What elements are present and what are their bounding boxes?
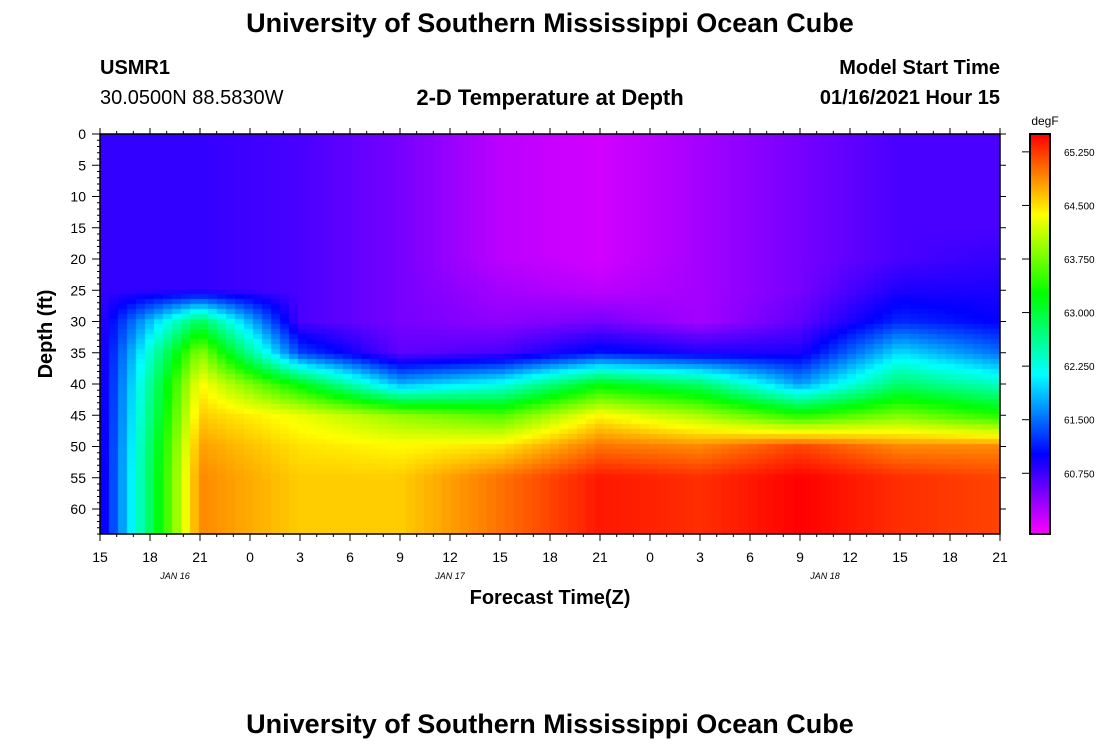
y-tick-label: 40 (70, 376, 86, 392)
y-tick-label: 15 (70, 220, 86, 236)
y-tick-label: 55 (70, 470, 86, 486)
x-tick-label: 9 (396, 549, 404, 565)
plot-title-top: University of Southern Mississippi Ocean… (246, 8, 854, 38)
y-tick-label: 5 (78, 157, 86, 173)
colorbar-tick-label: 60.750 (1064, 469, 1095, 480)
station-coordinates: 30.0500N 88.5830W (100, 87, 284, 109)
x-tick-label: 15 (92, 549, 108, 565)
x-tick-label: 15 (892, 549, 908, 565)
temperature-heatmap (100, 134, 1000, 534)
date-label: JAN 17 (434, 571, 466, 581)
colorbar-ticks: 60.750 61.500 62.250 63.000 63.750 64.500 65.2… (1022, 148, 1095, 480)
y-tick-label: 0 (78, 126, 86, 142)
date-label: JAN 16 (159, 571, 190, 581)
colorbar-tick-label: 63.000 (1064, 309, 1095, 320)
y-tick-label: 20 (70, 251, 86, 267)
y-tick-label: 50 (70, 439, 86, 455)
y-tick-label: 30 (70, 314, 86, 330)
colorbar-unit: degF (1031, 114, 1058, 128)
colorbar-tick-label: 62.250 (1064, 362, 1095, 373)
x-tick-label: 18 (142, 549, 158, 565)
x-tick-label: 21 (592, 549, 608, 565)
x-tick-label: 3 (296, 549, 304, 565)
station-id: USMR1 (100, 57, 171, 79)
y-axis-ticks: 0 5 10 15 20 25 30 35 40 45 50 55 60 (70, 126, 1006, 535)
y-tick-label: 25 (70, 282, 86, 298)
colorbar-tick-label: 64.500 (1064, 201, 1095, 212)
y-axis-label: Depth (ft) (35, 290, 57, 379)
colorbar-tick-label: 61.500 (1064, 416, 1095, 427)
y-tick-label: 60 (70, 501, 86, 517)
colorbar-tick-label: 63.750 (1064, 255, 1095, 266)
y-tick-label: 35 (70, 345, 86, 361)
y-tick-label: 45 (70, 407, 86, 423)
plot-title-bottom: University of Southern Mississippi Ocean… (246, 709, 854, 739)
x-tick-label: 21 (992, 549, 1008, 565)
x-tick-label: 0 (646, 549, 654, 565)
x-tick-label: 18 (542, 549, 558, 565)
date-label: JAN 18 (809, 571, 840, 581)
y-tick-label: 10 (70, 189, 86, 205)
colorbar-frame (1029, 133, 1051, 535)
x-tick-label: 12 (442, 549, 458, 565)
colorbar-tick-label: 65.250 (1064, 148, 1095, 159)
model-start-label: Model Start Time (839, 57, 1000, 79)
x-tick-label: 15 (492, 549, 508, 565)
x-tick-label: 6 (746, 549, 754, 565)
model-start-value: 01/16/2021 Hour 15 (819, 87, 1000, 109)
plot-frame (99, 133, 1001, 535)
x-axis-label: Forecast Time(Z) (470, 587, 631, 609)
x-tick-label: 9 (796, 549, 804, 565)
x-tick-label: 6 (346, 549, 354, 565)
colorbar-gradient (1030, 134, 1050, 534)
x-tick-label: 12 (842, 549, 858, 565)
x-tick-label: 0 (246, 549, 254, 565)
x-tick-label: 21 (192, 549, 208, 565)
x-tick-label: 3 (696, 549, 704, 565)
x-tick-label: 18 (942, 549, 958, 565)
chart-title: 2-D Temperature at Depth (416, 85, 684, 110)
